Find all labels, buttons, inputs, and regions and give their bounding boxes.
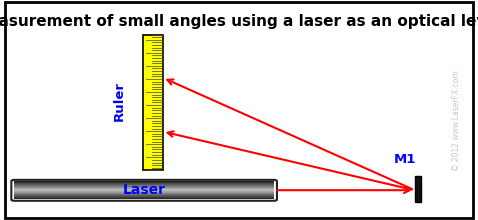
Bar bbox=[14, 184, 274, 185]
Bar bbox=[14, 183, 274, 184]
Bar bbox=[14, 188, 274, 189]
Bar bbox=[14, 197, 274, 198]
Bar bbox=[14, 183, 274, 184]
Bar bbox=[14, 195, 274, 196]
Bar bbox=[14, 196, 274, 197]
Text: Laser: Laser bbox=[123, 183, 166, 197]
Bar bbox=[14, 187, 274, 188]
Bar bbox=[14, 184, 274, 185]
Bar bbox=[14, 194, 274, 195]
Bar bbox=[14, 182, 274, 183]
Bar bbox=[14, 190, 274, 191]
Bar bbox=[143, 35, 163, 170]
Bar bbox=[14, 198, 274, 199]
Bar bbox=[14, 198, 274, 199]
Bar bbox=[14, 199, 274, 200]
Bar bbox=[14, 197, 274, 198]
Bar bbox=[14, 189, 274, 190]
Bar bbox=[14, 192, 274, 193]
Text: © 2012 www.LaserFX.com: © 2012 www.LaserFX.com bbox=[452, 70, 461, 171]
Bar bbox=[14, 181, 274, 182]
Bar bbox=[14, 187, 274, 188]
Text: M1: M1 bbox=[394, 153, 416, 166]
Bar bbox=[14, 186, 274, 187]
Bar bbox=[14, 185, 274, 186]
Bar bbox=[14, 182, 274, 183]
Bar bbox=[414, 176, 421, 202]
Bar bbox=[14, 189, 274, 190]
Bar bbox=[14, 193, 274, 194]
Bar bbox=[14, 196, 274, 197]
Bar bbox=[14, 191, 274, 192]
Bar bbox=[14, 193, 274, 194]
Bar bbox=[14, 191, 274, 192]
Text: Ruler: Ruler bbox=[113, 81, 126, 121]
Bar bbox=[14, 186, 274, 187]
Bar bbox=[14, 195, 274, 196]
Bar bbox=[14, 185, 274, 186]
Bar bbox=[14, 190, 274, 191]
Text: Measurement of small angles using a laser as an optical lever: Measurement of small angles using a lase… bbox=[0, 14, 478, 29]
Bar bbox=[14, 194, 274, 195]
Bar bbox=[14, 188, 274, 189]
